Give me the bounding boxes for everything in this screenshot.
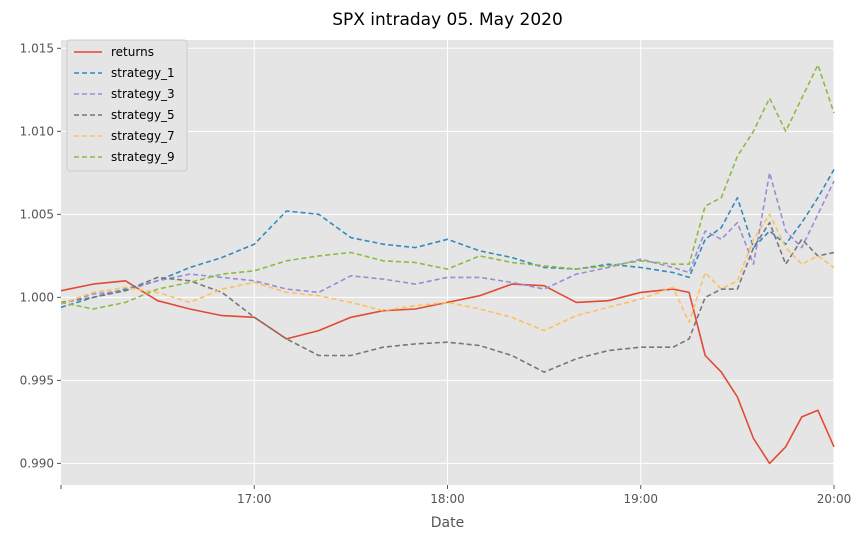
legend-box	[66, 39, 188, 172]
series-line-strategy-9	[60, 64, 835, 310]
chart-title: SPX intraday 05. May 2020	[332, 10, 563, 30]
y-tick-label: 1.000	[20, 290, 54, 304]
x-tick-label: 20:00	[817, 492, 852, 506]
legend-label-strategy-1[interactable]: strategy_1	[111, 66, 175, 80]
x-tick-label: 18:00	[430, 492, 465, 506]
series-line-strategy-7	[60, 213, 835, 332]
x-tick-label: 17:00	[237, 492, 272, 506]
legend-label-strategy-5[interactable]: strategy_5	[111, 108, 175, 122]
series-line-returns	[60, 279, 835, 465]
y-tick-label: 1.005	[20, 207, 54, 221]
legend[interactable]: returns strategy_1 strategy_3 strategy_5str…	[66, 39, 188, 172]
legend-label-strategy-9[interactable]: strategy_9	[111, 150, 175, 164]
x-tick-label: 19:00	[623, 492, 658, 506]
grid	[61, 40, 835, 485]
x-axis-title: Date	[431, 515, 464, 531]
x-axis: 17:00 18:00 19:00 20:00	[60, 485, 852, 506]
y-axis: 0.990 0.995 1.000 1.005 1.010 1.015	[20, 41, 61, 470]
legend-label-strategy-7[interactable]: strategy_7	[111, 129, 175, 143]
y-tick-label: 0.995	[20, 373, 54, 387]
legend-label-strategy-3[interactable]: strategy_3	[111, 87, 175, 101]
legend-label-returns[interactable]: returns	[111, 45, 154, 59]
y-tick-label: 1.015	[20, 41, 54, 55]
y-tick-label: 0.990	[20, 456, 54, 470]
y-tick-label: 1.010	[20, 124, 54, 138]
series-lines	[60, 64, 835, 465]
series-line-strategy-3	[60, 172, 835, 305]
